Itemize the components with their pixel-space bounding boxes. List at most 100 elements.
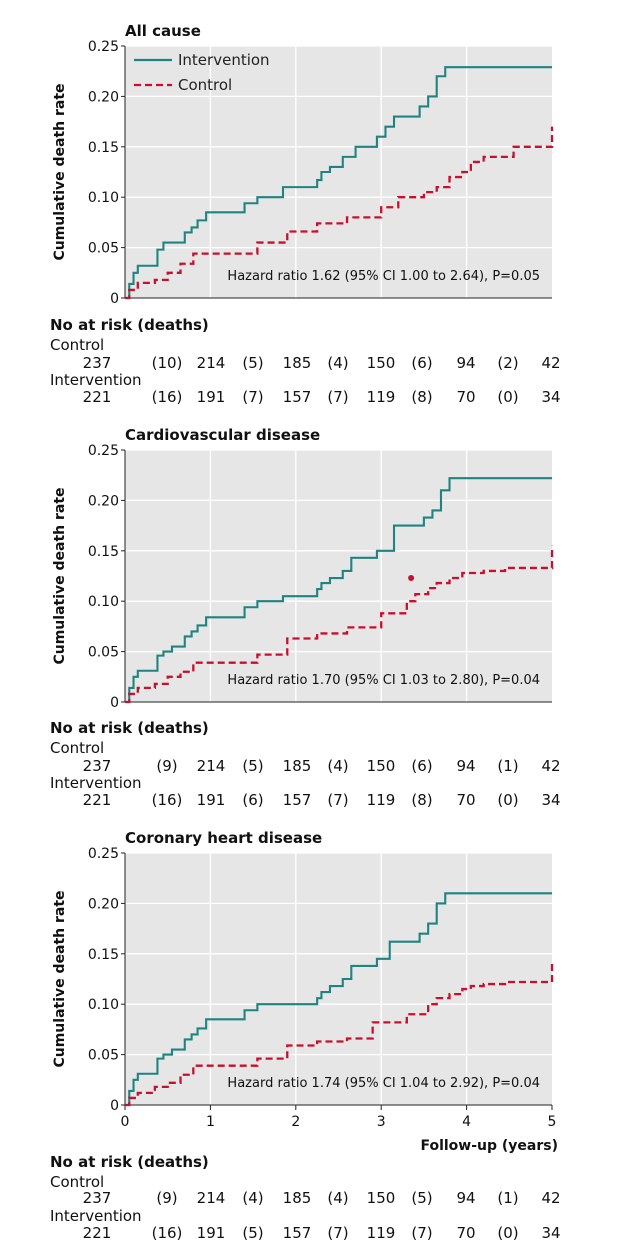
at-risk-intervention-value: 221 bbox=[83, 1224, 112, 1242]
x-tick-label: 3 bbox=[377, 1114, 386, 1130]
at-risk-intervention-value: (0) bbox=[497, 388, 518, 406]
at-risk-control-value: (4) bbox=[327, 1189, 348, 1207]
at-risk-intervention-value: (5) bbox=[242, 1224, 263, 1242]
at-risk-control-label: Control bbox=[50, 336, 104, 354]
at-risk-intervention-value: 221 bbox=[83, 791, 112, 809]
y-tick-label: 0 bbox=[110, 291, 119, 307]
panel-3: Coronary heart disease 0 0.05 0.10 0.15 0.20 0… bbox=[50, 829, 561, 1242]
at-risk-control-value: (10) bbox=[152, 354, 183, 372]
y-tick-label: 0.10 bbox=[88, 997, 119, 1013]
at-risk-control-value: (1) bbox=[497, 1189, 518, 1207]
at-risk-control-value: 185 bbox=[283, 1189, 312, 1207]
y-tick-label: 0.15 bbox=[88, 140, 119, 156]
at-risk-intervention-value: 157 bbox=[283, 388, 312, 406]
hazard-ratio-annotation: Hazard ratio 1.70 (95% CI 1.03 to 2.80),… bbox=[227, 673, 540, 688]
at-risk-intervention-value: (8) bbox=[411, 791, 432, 809]
at-risk-intervention-value: 191 bbox=[197, 1224, 226, 1242]
panel-1: All cause 0 0.05 0.10 0.15 0.20 0.25 Cumulative… bbox=[50, 22, 561, 406]
y-tick-label: 0.05 bbox=[88, 241, 119, 257]
at-risk-title: No at risk (deaths) bbox=[50, 1153, 209, 1171]
panel-title: Cardiovascular disease bbox=[125, 426, 320, 444]
at-risk-title: No at risk (deaths) bbox=[50, 316, 209, 334]
at-risk-control-value: 185 bbox=[283, 354, 312, 372]
at-risk-intervention-label: Intervention bbox=[50, 774, 142, 792]
at-risk-control-value: 94 bbox=[456, 1189, 475, 1207]
y-tick-label: 0.25 bbox=[88, 39, 119, 55]
at-risk-title: No at risk (deaths) bbox=[50, 719, 209, 737]
at-risk-control-value: 214 bbox=[197, 354, 226, 372]
y-tick-label: 0.25 bbox=[88, 443, 119, 459]
at-risk-control-value: 94 bbox=[456, 354, 475, 372]
at-risk-control-value: 237 bbox=[83, 1189, 112, 1207]
at-risk-intervention-value: (0) bbox=[497, 1224, 518, 1242]
at-risk-intervention-label: Intervention bbox=[50, 371, 142, 389]
hazard-ratio-annotation: Hazard ratio 1.74 (95% CI 1.04 to 2.92),… bbox=[227, 1076, 540, 1091]
y-axis-label: Cumulative death rate bbox=[52, 487, 68, 664]
at-risk-control-value: (4) bbox=[327, 354, 348, 372]
y-tick-label: 0.20 bbox=[88, 896, 119, 912]
at-risk-control-value: (5) bbox=[242, 757, 263, 775]
at-risk-control-value: 94 bbox=[456, 757, 475, 775]
at-risk-control-label: Control bbox=[50, 1173, 104, 1191]
at-risk-intervention-value: 119 bbox=[367, 388, 396, 406]
at-risk-intervention-value: (7) bbox=[327, 791, 348, 809]
y-tick-label: 0.20 bbox=[88, 89, 119, 105]
at-risk-intervention-value: 119 bbox=[367, 1224, 396, 1242]
control-curve bbox=[125, 960, 554, 1107]
intervention-curve bbox=[125, 892, 552, 1107]
y-tick-label: 0.10 bbox=[88, 594, 119, 610]
hazard-ratio-annotation: Hazard ratio 1.62 (95% CI 1.00 to 2.64),… bbox=[227, 269, 540, 284]
at-risk-control-value: 214 bbox=[197, 757, 226, 775]
y-tick-label: 0.15 bbox=[88, 947, 119, 963]
at-risk-intervention-value: (16) bbox=[152, 791, 183, 809]
x-tick-label: 4 bbox=[462, 1114, 471, 1130]
legend-control-label: Control bbox=[178, 76, 232, 94]
censor-marker bbox=[408, 575, 415, 582]
at-risk-intervention-value: 34 bbox=[541, 791, 560, 809]
at-risk-intervention-value: (7) bbox=[327, 388, 348, 406]
at-risk-control-value: 237 bbox=[83, 757, 112, 775]
plot-area bbox=[125, 46, 552, 298]
legend: Intervention Control bbox=[134, 51, 270, 94]
at-risk-intervention-value: (7) bbox=[327, 1224, 348, 1242]
y-tick-label: 0.05 bbox=[88, 645, 119, 661]
at-risk-control-value: (2) bbox=[497, 354, 518, 372]
y-tick-label: 0.20 bbox=[88, 493, 119, 509]
at-risk-control-value: (9) bbox=[156, 757, 177, 775]
panel-2: Cardiovascular disease 0 0.05 0.10 0.15 0.20 0… bbox=[50, 426, 561, 809]
at-risk-intervention-value: (16) bbox=[152, 388, 183, 406]
at-risk-control-value: (9) bbox=[156, 1189, 177, 1207]
at-risk-control-label: Control bbox=[50, 739, 104, 757]
at-risk-intervention-value: (6) bbox=[242, 791, 263, 809]
at-risk-intervention-value: 119 bbox=[367, 791, 396, 809]
at-risk-intervention-value: 70 bbox=[456, 1224, 475, 1242]
at-risk-intervention-value: 70 bbox=[456, 791, 475, 809]
y-tick-label: 0 bbox=[110, 695, 119, 711]
plot-area bbox=[125, 450, 552, 702]
y-axis-label: Cumulative death rate bbox=[52, 83, 68, 260]
x-tick-label: 5 bbox=[548, 1114, 557, 1130]
at-risk-intervention-label: Intervention bbox=[50, 1207, 142, 1225]
control-curve bbox=[125, 545, 554, 704]
at-risk-intervention-value: (0) bbox=[497, 791, 518, 809]
at-risk-intervention-value: 34 bbox=[541, 388, 560, 406]
at-risk-control-value: 150 bbox=[367, 757, 396, 775]
x-axis-label: Follow-up (years) bbox=[420, 1138, 558, 1154]
at-risk-control-value: (5) bbox=[411, 1189, 432, 1207]
at-risk-control-value: (4) bbox=[327, 757, 348, 775]
control-curve bbox=[125, 126, 554, 300]
at-risk-intervention-value: 34 bbox=[541, 1224, 560, 1242]
at-risk-intervention-value: 157 bbox=[283, 791, 312, 809]
at-risk-control-value: 185 bbox=[283, 757, 312, 775]
at-risk-intervention-value: (16) bbox=[152, 1224, 183, 1242]
at-risk-control-value: 150 bbox=[367, 354, 396, 372]
at-risk-intervention-value: 70 bbox=[456, 388, 475, 406]
legend-intervention-label: Intervention bbox=[178, 51, 270, 69]
at-risk-control-value: 214 bbox=[197, 1189, 226, 1207]
y-tick-label: 0.25 bbox=[88, 846, 119, 862]
x-tick-label: 1 bbox=[206, 1114, 215, 1130]
x-tick-label: 2 bbox=[291, 1114, 300, 1130]
at-risk-intervention-value: (8) bbox=[411, 388, 432, 406]
intervention-curve bbox=[125, 477, 552, 704]
panel-title: All cause bbox=[125, 22, 201, 40]
